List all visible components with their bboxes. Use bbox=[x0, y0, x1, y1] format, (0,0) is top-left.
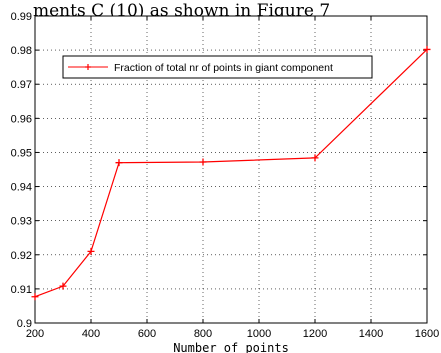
series-layer bbox=[31, 45, 431, 301]
legend-label: Fraction of total nr of points in giant … bbox=[114, 62, 333, 74]
y-tick-label: 0.95 bbox=[11, 147, 32, 159]
legend-marker-plus bbox=[85, 64, 91, 70]
y-tick-label: 0.99 bbox=[11, 11, 32, 23]
data-point-marker bbox=[87, 247, 95, 255]
x-tick-label: 1400 bbox=[359, 328, 383, 340]
data-point-marker bbox=[423, 45, 431, 53]
data-point-marker bbox=[59, 282, 67, 290]
y-tick-label: 0.91 bbox=[11, 284, 32, 296]
y-tick-label: 0.9 bbox=[17, 318, 32, 330]
legend: Fraction of total nr of points in giant … bbox=[62, 55, 373, 79]
x-tick-label: 400 bbox=[82, 328, 100, 340]
legend-box bbox=[62, 55, 373, 79]
x-tick-label: 1200 bbox=[303, 328, 327, 340]
y-tick-label: 0.97 bbox=[11, 79, 32, 91]
x-tick-label: 1600 bbox=[415, 328, 439, 340]
x-axis-label: Number of points bbox=[173, 341, 289, 353]
y-tick-label: 0.93 bbox=[11, 216, 32, 228]
y-tick-label: 0.96 bbox=[11, 113, 32, 125]
grid bbox=[35, 16, 427, 323]
data-point-marker bbox=[115, 159, 123, 167]
data-point-marker bbox=[31, 293, 39, 301]
y-tick-label: 0.94 bbox=[11, 182, 32, 194]
y-tick-label: 0.92 bbox=[11, 250, 32, 262]
x-tick-label: 800 bbox=[194, 328, 212, 340]
y-tick-label: 0.98 bbox=[11, 45, 32, 57]
x-tick-label: 600 bbox=[138, 328, 156, 340]
data-point-marker bbox=[311, 154, 319, 162]
x-tick-label: 1000 bbox=[247, 328, 271, 340]
ticks: 200 400 600 800 1000 1200 1400 1600 0.9 0.91 0.92 0… bbox=[11, 11, 440, 340]
data-point-marker bbox=[199, 158, 207, 166]
plot-frame bbox=[34, 15, 428, 324]
x-tick-label: 200 bbox=[26, 328, 44, 340]
